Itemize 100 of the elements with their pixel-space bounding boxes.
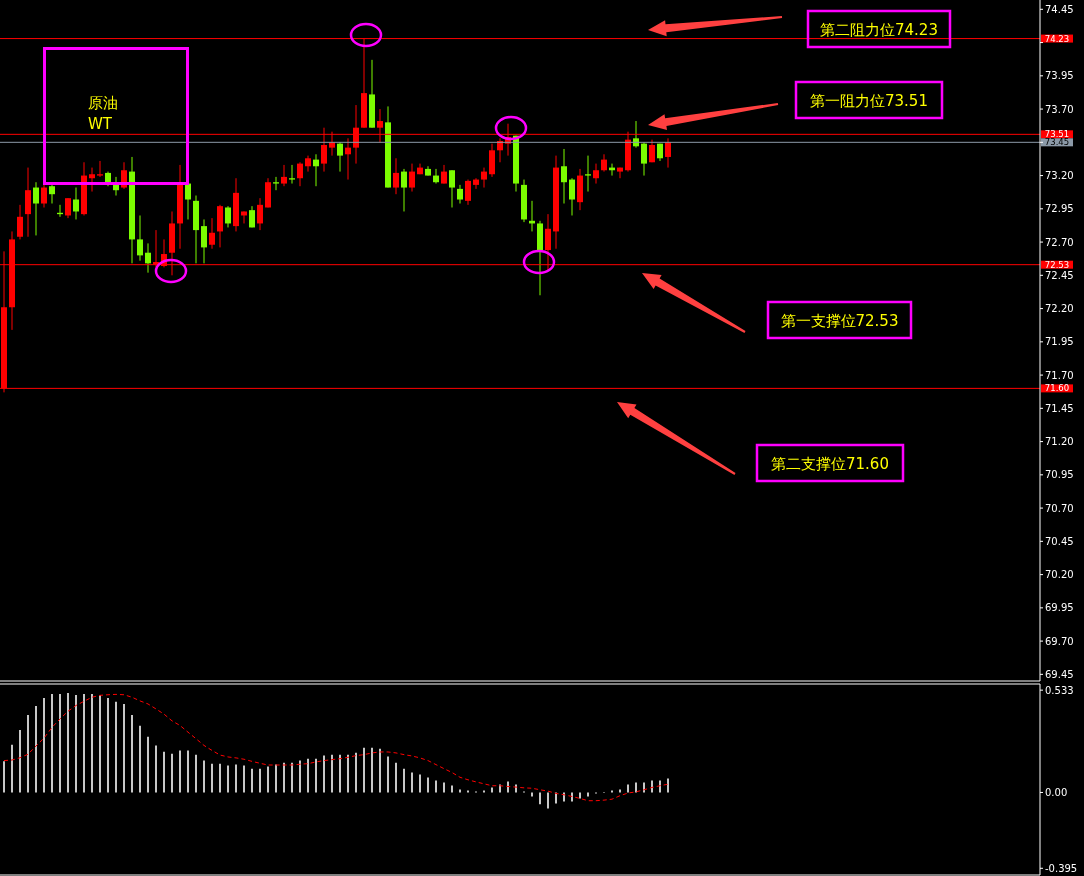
candlestick [561,148,567,204]
bar [59,693,61,793]
candlestick [137,214,143,262]
bar [203,760,205,793]
bar [283,762,285,793]
bar [531,792,533,797]
y-tick-label: 70.95 [1045,469,1074,481]
candlestick [89,167,95,193]
annotation: 第一阻力位73.51 [810,92,928,110]
y-tick-label: -0.395 [1045,862,1078,874]
bar [267,766,269,793]
y-tick-label: 70.20 [1045,569,1074,581]
bar [51,693,53,793]
annotation: 第一支撑位72.53 [780,312,899,330]
bar [67,693,69,793]
bar [443,782,445,793]
bar [323,755,325,793]
bar [179,750,181,793]
candlestick [297,161,303,187]
ref-line-label: 73.45 [1044,137,1070,148]
candlestick [281,164,287,187]
bar [131,714,133,793]
bar [123,703,125,793]
candlestick [65,197,71,219]
ref-line-label: 72.53 [1044,259,1070,270]
candlestick [449,169,455,208]
bar [435,780,437,793]
y-tick-label: 71.95 [1045,336,1074,348]
bar [155,745,157,793]
bar [635,782,637,793]
bar [19,729,21,793]
y-tick-label: 72.70 [1045,236,1074,248]
candlestick [33,181,39,236]
bar [251,768,253,793]
bar [211,763,213,793]
candlestick [289,164,295,185]
bar [371,747,373,793]
candlestick [481,167,487,189]
bar [619,789,621,793]
bar [539,792,541,805]
candlestick [305,155,311,173]
candlestick [313,153,319,187]
bar [11,744,13,793]
candlestick [593,163,599,185]
bar [243,765,245,793]
y-tick-label: 73.95 [1045,70,1074,82]
bar [35,705,37,793]
bar [347,754,349,793]
candlestick [25,167,31,238]
candlestick [337,141,343,173]
bar [75,694,77,793]
y-tick-label: 69.70 [1045,635,1074,647]
ref-line-label: 74.23 [1044,33,1070,44]
bar [299,760,301,793]
bar [491,787,493,793]
bar [395,762,397,793]
y-tick-label: 0.00 [1045,787,1068,799]
candlestick [465,179,471,206]
annotation: 第二支撑位71.60 [771,455,889,473]
bar [83,693,85,793]
bar [3,761,5,793]
candlestick [393,157,399,195]
candlestick [17,204,23,240]
bar [315,758,317,793]
bar [379,748,381,793]
bar [571,792,573,802]
candlestick [601,153,607,173]
bar [235,764,237,793]
candlestick [441,164,447,185]
bar [195,754,197,793]
candlestick [257,197,263,231]
bar [219,763,221,793]
candlestick [433,168,439,185]
bar [163,751,165,793]
candlestick [665,137,671,169]
candlestick [73,187,79,220]
bar [667,778,669,793]
bar [275,764,277,793]
bar [99,694,101,793]
y-tick-label: 72.20 [1045,303,1074,315]
candlestick [569,177,575,216]
bar [419,774,421,793]
candlestick [345,137,351,181]
bar [187,750,189,793]
bar [331,754,333,793]
bar [587,792,589,797]
ref-line-label: 71.60 [1044,383,1070,394]
bar [459,789,461,793]
candlestick [641,141,647,177]
ref-line-label: 73.51 [1044,129,1070,140]
candlestick [241,210,247,224]
bar [115,701,117,793]
y-tick-label: 71.45 [1045,402,1074,414]
bar [227,765,229,793]
candlestick [201,218,207,264]
bar [547,792,549,809]
bar [139,725,141,793]
bar [403,768,405,793]
bar [147,736,149,793]
candlestick [457,184,463,204]
